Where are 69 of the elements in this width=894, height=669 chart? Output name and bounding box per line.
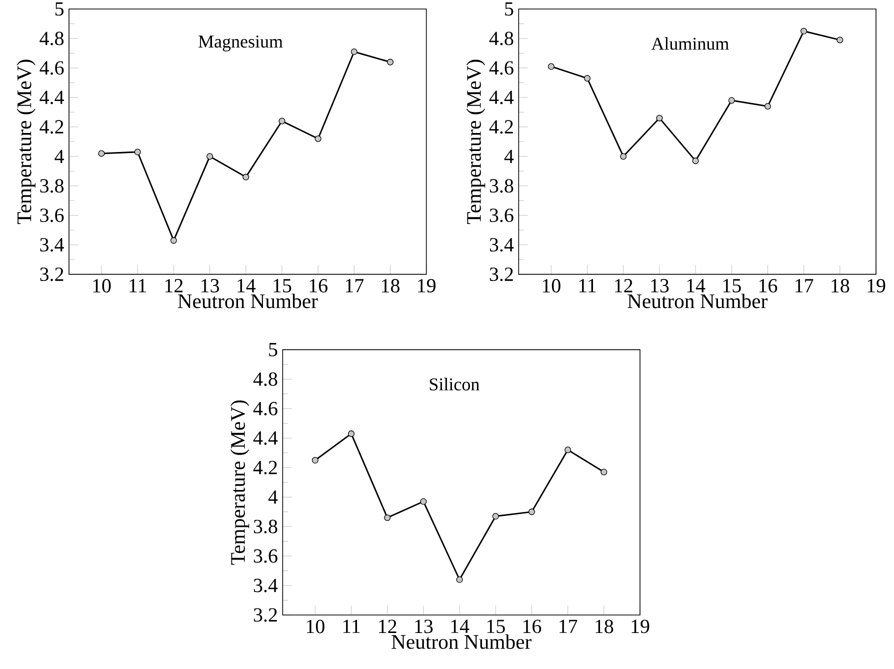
y-tick-label: 5 [269,343,278,356]
y-tick-label: 3.2 [490,268,513,282]
y-tick-label: 4.6 [253,402,278,416]
y-tick-label: 3.8 [254,520,278,534]
y-tick-label: 3.4 [254,578,278,592]
y-tick-label: 4.4 [40,90,64,104]
y-axis-title: Temperature (MeV) [230,400,250,565]
text: Silicon [430,378,480,390]
x-tick-label: 16 [759,279,778,292]
x-tick-label: 11 [343,620,360,633]
y-tick-label: 4.2 [40,120,64,134]
y-tick-label: 4 [54,150,64,163]
x-tick-label: 10 [542,279,560,293]
y-tick-label: 4.2 [489,120,513,134]
x-tick-label: 10 [306,620,324,634]
x-axis-title: Neutron Number [628,294,768,308]
x-tick-label: 14 [451,620,470,633]
y-axis-title: Temperature (MeV) [16,60,36,224]
y-tick-label: 5 [505,2,514,16]
y-tick-label: 3.6 [254,549,278,563]
x-tick-label: 10 [93,279,111,293]
x-tick-label: 14 [238,279,256,292]
y-tick-label: 4.6 [40,61,64,75]
y-axis-title: Temperature (MeV) [466,60,486,224]
x-tick-label: 13 [202,279,219,292]
x-tick-label: 16 [523,620,542,634]
y-tick-label: 4.4 [253,431,278,445]
x-tick-label: 19 [868,279,886,292]
y-tick-label: 4.6 [489,61,514,75]
y-tick-label: 4.8 [253,372,278,386]
x-tick-label: 19 [632,620,650,634]
x-tick-label: 15 [723,279,741,292]
y-tick-label: 4.8 [40,32,64,46]
x-tick-label: 17 [560,620,578,633]
y-tick-label: 3.2 [40,268,64,282]
x-tick-label: 19 [418,279,436,292]
x-axis-title: Neutron Number [392,634,532,649]
y-tick-label: 4.8 [489,32,514,46]
x-tick-label: 13 [415,620,433,634]
y-tick-label: 3.8 [490,179,514,193]
x-tick-label: 11 [579,279,596,292]
text: Aluminum [651,37,729,50]
x-tick-label: 15 [274,279,292,292]
y-tick-label: 3.8 [40,179,64,193]
x-tick-label: 11 [130,279,146,292]
y-tick-label: 3.4 [490,238,514,252]
y-tick-label: 3.4 [40,238,64,252]
y-tick-label: 5 [55,2,64,16]
x-tick-label: 16 [310,279,328,292]
x-tick-label: 12 [615,279,632,292]
text: Magnesium [198,36,283,52]
x-tick-label: 17 [796,279,814,292]
x-tick-label: 14 [687,279,706,292]
x-tick-label: 18 [382,279,400,293]
y-tick-label: 4.2 [253,460,277,474]
x-tick-label: 13 [651,279,669,292]
x-tick-label: 17 [346,279,364,292]
y-tick-label: 3.6 [490,208,514,222]
x-tick-label: 12 [379,620,396,633]
x-axis-title: Neutron Number [178,294,318,308]
y-tick-label: 3.2 [254,608,277,622]
x-tick-label: 18 [596,620,614,634]
x-tick-label: 18 [832,279,850,293]
y-tick-label: 4 [268,490,278,504]
x-tick-label: 15 [487,620,505,634]
y-tick-label: 4.4 [489,90,514,104]
y-tick-label: 3.6 [40,208,64,222]
x-tick-label: 12 [165,279,183,292]
y-tick-label: 4 [504,150,514,163]
